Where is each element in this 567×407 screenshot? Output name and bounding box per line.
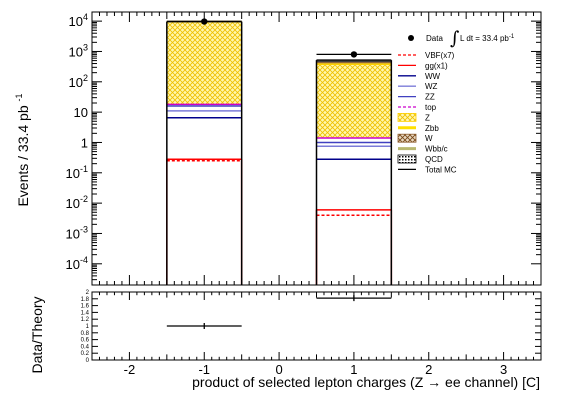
ratio-y-tick-label: 1.2 [81,317,90,323]
overlay-lines [166,20,393,285]
legend-label-zz: ZZ [425,93,435,102]
ratio-y-tick-label: 1.6 [81,304,90,310]
x-axis-title: product of selected lepton charges (Z → … [192,374,540,390]
legend-label-totalmc: Total MC [425,165,457,174]
legend: Data ∫ L dt = 33.4 pb-1VBF(x7)gg(x1)WWWZZZ… [397,28,515,174]
bar-segment-z [166,21,242,105]
y-tick-label: 10-2 [66,194,88,211]
x-tick-label: 3 [500,362,507,377]
ratio-x-axis: -2 -1 0 1 2 3 [91,292,542,377]
main-y-axis-title-exponent: -1 [14,93,24,101]
legend-label-vbfx: VBF(x7) [425,51,455,60]
main-x-axis-ticks [91,12,542,285]
ratio-plot-panel: 21.81.61.41.210.80.60.40.20 -2 -1 0 1 2 3 [81,290,542,377]
legend-lumi-label: L dt = 33.4 pb-1 [460,34,515,43]
y-tick-label: 104 [69,12,88,29]
legend-label-wbbc: Wbb/c [425,145,448,154]
stacked-bars [166,20,392,285]
legend-integral-sign: ∫ [450,28,460,49]
legend-label-ww: WW [425,72,441,81]
legend-label-zbb: Zbb [425,124,439,133]
y-tick-label: 1 [81,135,88,150]
ratio-y-tick-label: 2 [86,290,90,296]
x-tick-label: -1 [198,362,210,377]
bar-segment-z [316,64,392,139]
y-tick-label: 10-1 [66,164,88,181]
legend-label-z: Z [425,113,430,122]
ratio-points [166,295,392,329]
y-tick-label: 10-3 [66,224,88,241]
legend-label-wz: WZ [425,82,438,91]
ratio-y-tick-label: 1 [86,324,90,330]
y-tick-label: 10 [74,105,88,120]
legend-label-top: top [425,103,437,112]
legend-swatch-z [397,113,417,122]
legend-swatch-w [397,133,417,143]
ratio-y-tick-label: 0.2 [81,351,90,357]
ratio-y-tick-label: 1.8 [81,297,90,303]
legend-label-qcd: QCD [425,155,443,164]
x-tick-label: 2 [425,362,432,377]
ratio-y-tick-label: 0.4 [81,344,90,350]
x-tick-label: 1 [350,362,357,377]
legend-swatch-qcd [397,154,417,164]
x-tick-label: -2 [124,362,136,377]
ratio-y-tick-label: 1.4 [81,310,90,316]
ratio-y-tick-label: 0 [86,358,90,364]
legend-data-label: Data [426,34,443,43]
data-point [350,51,358,58]
ratio-y-tick-label: 0.8 [81,331,90,337]
ratio-y-tick-label: 0.6 [81,338,90,344]
legend-label-w: W [425,134,433,143]
y-tick-label: 103 [69,42,88,59]
ratio-y-axis-title: Data/Theory [29,296,45,373]
y-tick-label: 102 [69,73,88,90]
main-y-axis-title: Events / 33.4 pb -1 [14,93,31,206]
ratio-plot-frame [91,291,542,361]
x-tick-label: 0 [275,362,282,377]
legend-data-marker [408,35,414,41]
legend-label-ggx: gg(x1) [425,61,448,70]
ratio-y-axis: 21.81.61.41.210.80.60.40.20 [81,290,541,364]
y-tick-label: 10-4 [66,255,88,272]
main-y-axis-title-text: Events / 33.4 pb [15,105,31,206]
